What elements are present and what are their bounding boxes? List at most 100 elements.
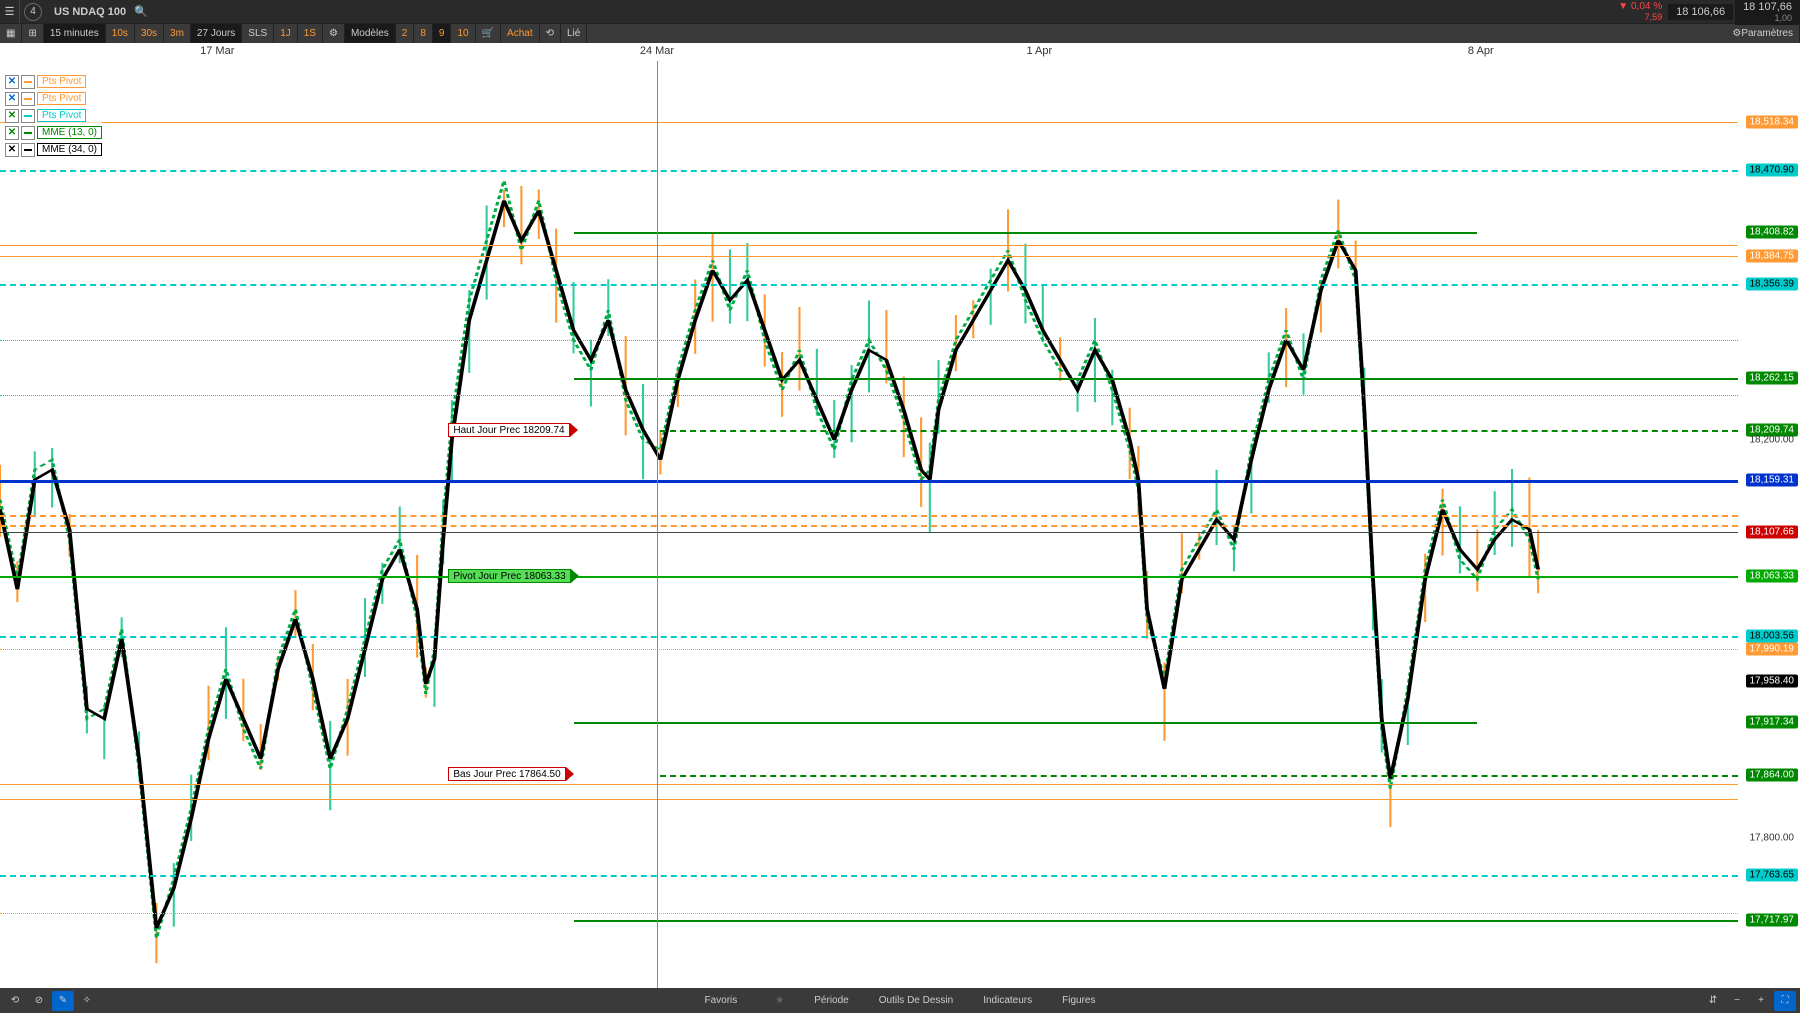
indicator-panel: ✕Pts Pivot✕Pts Pivot✕Pts Pivot✕MME (13, … — [5, 73, 102, 158]
ask-price[interactable]: 18 107,66 1,00 — [1735, 0, 1800, 25]
bottom-toolbar: ⟲ ⊘ ✎ ✧ Favoris★PériodeOutils De DessinI… — [0, 988, 1800, 1013]
y-label: 18,408.82 — [1746, 225, 1799, 238]
num-9[interactable]: 9 — [433, 24, 452, 44]
bottom-tab-période[interactable]: Période — [814, 995, 848, 1006]
title-bar: ☰ 4 US NDAQ 100 🔍 ▼ 0,04 % 7,59 18 106,6… — [0, 0, 1800, 23]
jour-1J[interactable]: 1J — [274, 24, 298, 44]
indicator-color-swatch[interactable] — [21, 126, 35, 140]
toolbar: ▦ ⊞ 15 minutes 10s30s3m 27 Jours SLS 1J1… — [0, 23, 1800, 43]
indicator-label: Pts Pivot — [37, 109, 86, 122]
pivot-line — [0, 245, 1738, 246]
pivot-line — [0, 256, 1738, 257]
models-button[interactable]: Modèles — [345, 24, 396, 44]
wand-icon[interactable]: ✧ — [76, 991, 98, 1011]
fullscreen-icon[interactable]: ⛶ — [1774, 991, 1796, 1011]
indicator-row[interactable]: ✕ Pts Pivot — [5, 107, 102, 124]
pivot-line — [0, 913, 1738, 914]
pivot-line — [0, 480, 1738, 483]
refresh-icon[interactable]: ⟲ — [4, 991, 26, 1011]
bottom-tab-favoris[interactable]: Favoris — [705, 995, 738, 1006]
y-axis: 18,518.3418,470.9018,408.8218,384.7518,3… — [1738, 61, 1800, 988]
workspace-number[interactable]: 4 — [24, 3, 42, 21]
y-label: 18,200.00 — [1746, 433, 1799, 446]
search-icon[interactable]: 🔍 — [134, 5, 154, 18]
num-2[interactable]: 2 — [396, 24, 415, 44]
pivot-line — [0, 649, 1738, 650]
zoom-in-icon[interactable]: + — [1750, 991, 1772, 1011]
y-label: 18,107.66 — [1746, 525, 1799, 538]
indicator-row[interactable]: ✕ MME (13, 0) — [5, 124, 102, 141]
indicator-label: Pts Pivot — [37, 92, 86, 105]
interval-3m[interactable]: 3m — [164, 24, 191, 44]
params-button[interactable]: ⚙ Paramètres — [1726, 24, 1800, 44]
indicator-row[interactable]: ✕Pts Pivot — [5, 73, 102, 90]
num-8[interactable]: 8 — [414, 24, 433, 44]
pivot-line — [0, 170, 1738, 172]
pivot-line — [0, 576, 1738, 578]
achat-button[interactable]: Achat — [501, 24, 540, 44]
pivot-line — [660, 775, 1738, 777]
layout-icon[interactable]: ▦ — [0, 24, 22, 44]
y-label: 17,990.19 — [1746, 642, 1799, 655]
period-select[interactable]: 27 Jours — [191, 24, 242, 44]
indicator-row[interactable]: ✕ MME (34, 0) — [5, 141, 102, 158]
menu-icon[interactable]: ☰ — [0, 0, 20, 23]
link-icon[interactable]: ⟲ — [540, 24, 561, 44]
y-label: 18,356.39 — [1746, 277, 1799, 290]
lie-button[interactable]: Lié — [561, 24, 587, 44]
y-label: 17,864.00 — [1746, 768, 1799, 781]
date-axis: 17 Mar24 Mar1 Apr8 Apr — [0, 43, 1738, 61]
cart-icon[interactable]: 🛒 — [476, 24, 501, 44]
date-label: 1 Apr — [1026, 45, 1052, 57]
target-icon[interactable]: ⊘ — [28, 991, 50, 1011]
bottom-tab-figures[interactable]: Figures — [1062, 995, 1095, 1006]
y-label: 18,003.56 — [1746, 629, 1799, 642]
y-label: 18,159.31 — [1746, 474, 1799, 487]
pencil-icon[interactable]: ✎ — [52, 991, 74, 1011]
chart-plot[interactable]: Haut Jour Prec 18209.74 Pivot Jour Prec 1… — [0, 61, 1738, 988]
indicator-row[interactable]: ✕ Pts Pivot — [5, 90, 102, 107]
price-marker[interactable]: Bas Jour Prec 17864.50 — [448, 767, 573, 781]
date-label: 8 Apr — [1468, 45, 1494, 57]
close-icon[interactable]: ✕ — [5, 126, 19, 140]
y-label: 18,470.90 — [1746, 163, 1799, 176]
y-label: 17,763.65 — [1746, 868, 1799, 881]
pivot-line — [660, 430, 1738, 432]
indicator-color-swatch[interactable] — [21, 109, 35, 123]
pivot-line — [0, 515, 1738, 517]
pivot-line — [574, 722, 1478, 724]
grid-icon[interactable]: ⊞ — [22, 24, 43, 44]
collapse-icon[interactable]: ⇵ — [1702, 991, 1724, 1011]
num-10[interactable]: 10 — [451, 24, 475, 44]
y-label: 18,063.33 — [1746, 570, 1799, 583]
bottom-tab-indicateurs[interactable]: Indicateurs — [983, 995, 1032, 1006]
indicator-color-swatch[interactable] — [21, 143, 35, 157]
indicator-color-swatch[interactable] — [21, 75, 35, 89]
bid-price[interactable]: 18 106,66 — [1668, 4, 1733, 20]
sls-button[interactable]: SLS — [242, 24, 274, 44]
close-icon[interactable]: ✕ — [5, 109, 19, 123]
close-icon[interactable]: ✕ — [5, 143, 19, 157]
jour-1S[interactable]: 1S — [298, 24, 323, 44]
timeframe-select[interactable]: 15 minutes — [44, 24, 106, 44]
symbol-name[interactable]: US NDAQ 100 — [46, 6, 134, 18]
zoom-out-icon[interactable]: − — [1726, 991, 1748, 1011]
indicator-color-swatch[interactable] — [21, 92, 35, 106]
price-marker[interactable]: Pivot Jour Prec 18063.33 — [448, 569, 578, 583]
chart-area[interactable]: 17 Mar24 Mar1 Apr8 Apr Haut Jour Prec 18… — [0, 43, 1800, 988]
close-icon[interactable]: ✕ — [5, 75, 19, 89]
indicator-label: MME (13, 0) — [37, 126, 102, 139]
pivot-line — [0, 284, 1738, 286]
date-label: 24 Mar — [640, 45, 674, 57]
interval-10s[interactable]: 10s — [106, 24, 135, 44]
price-marker[interactable]: Haut Jour Prec 18209.74 — [448, 423, 577, 437]
indicator-label: MME (34, 0) — [37, 143, 102, 156]
y-label: 18,262.15 — [1746, 371, 1799, 384]
bottom-tab-outils-de-dessin[interactable]: Outils De Dessin — [879, 995, 953, 1006]
pivot-line — [574, 232, 1478, 234]
close-icon[interactable]: ✕ — [5, 92, 19, 106]
y-label: 17,717.97 — [1746, 914, 1799, 927]
pivot-line — [0, 122, 1738, 123]
settings-icon[interactable]: ⚙ — [323, 24, 345, 44]
interval-30s[interactable]: 30s — [135, 24, 164, 44]
